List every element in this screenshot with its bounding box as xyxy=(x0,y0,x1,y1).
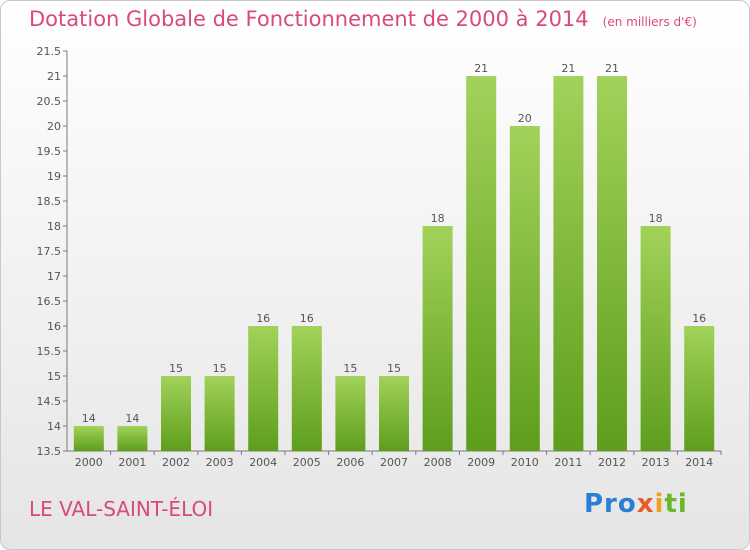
x-tick-label: 2007 xyxy=(380,456,408,469)
y-tick-label: 16.5 xyxy=(37,295,62,308)
x-tick-label: 2012 xyxy=(598,456,626,469)
y-tick-label: 14.5 xyxy=(37,395,62,408)
bar-value-label: 15 xyxy=(213,362,227,375)
bar-value-label: 16 xyxy=(300,312,314,325)
x-tick-label: 2010 xyxy=(511,456,539,469)
y-tick-label: 18.5 xyxy=(37,195,62,208)
bar-value-label: 15 xyxy=(343,362,357,375)
bar-value-label: 18 xyxy=(649,212,663,225)
y-tick-label: 20.5 xyxy=(37,95,62,108)
y-tick-label: 17.5 xyxy=(37,245,62,258)
bar-2013 xyxy=(640,226,671,451)
bar-2012 xyxy=(597,76,627,451)
x-tick-label: 2000 xyxy=(75,456,103,469)
bar-2000 xyxy=(73,426,104,451)
bar-2003 xyxy=(204,376,235,451)
bar-value-label: 16 xyxy=(692,312,706,325)
bar-value-label: 21 xyxy=(561,62,575,75)
bar-value-label: 16 xyxy=(256,312,270,325)
chart-subtitle: (en milliers d'€) xyxy=(602,15,697,29)
y-tick-label: 15 xyxy=(47,370,61,383)
y-tick-label: 14 xyxy=(47,420,61,433)
x-tick-label: 2011 xyxy=(554,456,582,469)
y-tick-label: 13.5 xyxy=(37,445,62,458)
x-tick-label: 2004 xyxy=(249,456,277,469)
bar-value-label: 21 xyxy=(605,62,619,75)
bar-value-label: 15 xyxy=(387,362,401,375)
x-tick-label: 2001 xyxy=(118,456,146,469)
bar-2005 xyxy=(291,326,322,451)
y-tick-label: 17 xyxy=(47,270,61,283)
bar-2008 xyxy=(422,226,453,451)
bar-2010 xyxy=(509,126,540,451)
x-tick-label: 2014 xyxy=(685,456,713,469)
x-tick-label: 2002 xyxy=(162,456,190,469)
bar-2002 xyxy=(161,376,191,451)
bar-2009 xyxy=(466,76,497,451)
bar-value-label: 21 xyxy=(474,62,488,75)
bar-value-label: 14 xyxy=(82,412,96,425)
bar-2001 xyxy=(117,426,148,451)
bar-2004 xyxy=(248,326,279,451)
bar-value-label: 15 xyxy=(169,362,183,375)
proxiti-logo: Proxiti xyxy=(584,489,688,519)
y-tick-label: 19.5 xyxy=(37,145,62,158)
bar-2011 xyxy=(553,76,584,451)
x-tick-label: 2008 xyxy=(424,456,452,469)
x-tick-label: 2005 xyxy=(293,456,321,469)
y-tick-label: 20 xyxy=(47,120,61,133)
bar-2014 xyxy=(684,326,715,451)
chart-title: Dotation Globale de Fonctionnement de 20… xyxy=(29,7,697,31)
x-tick-label: 2013 xyxy=(642,456,670,469)
bar-value-label: 20 xyxy=(518,112,532,125)
y-tick-label: 19 xyxy=(47,170,61,183)
bar-value-label: 14 xyxy=(125,412,139,425)
x-tick-label: 2006 xyxy=(336,456,364,469)
x-tick-label: 2009 xyxy=(467,456,495,469)
bar-value-label: 18 xyxy=(431,212,445,225)
y-tick-label: 21.5 xyxy=(37,45,62,58)
chart-title-text: Dotation Globale de Fonctionnement de 20… xyxy=(29,7,589,31)
x-tick-label: 2003 xyxy=(206,456,234,469)
y-tick-label: 16 xyxy=(47,320,61,333)
bar-2006 xyxy=(335,376,366,451)
commune-name: LE VAL-SAINT-ÉLOI xyxy=(29,497,214,521)
bar-2007 xyxy=(379,376,409,451)
y-tick-label: 15.5 xyxy=(37,345,62,358)
y-tick-label: 18 xyxy=(47,220,61,233)
y-tick-label: 21 xyxy=(47,70,61,83)
